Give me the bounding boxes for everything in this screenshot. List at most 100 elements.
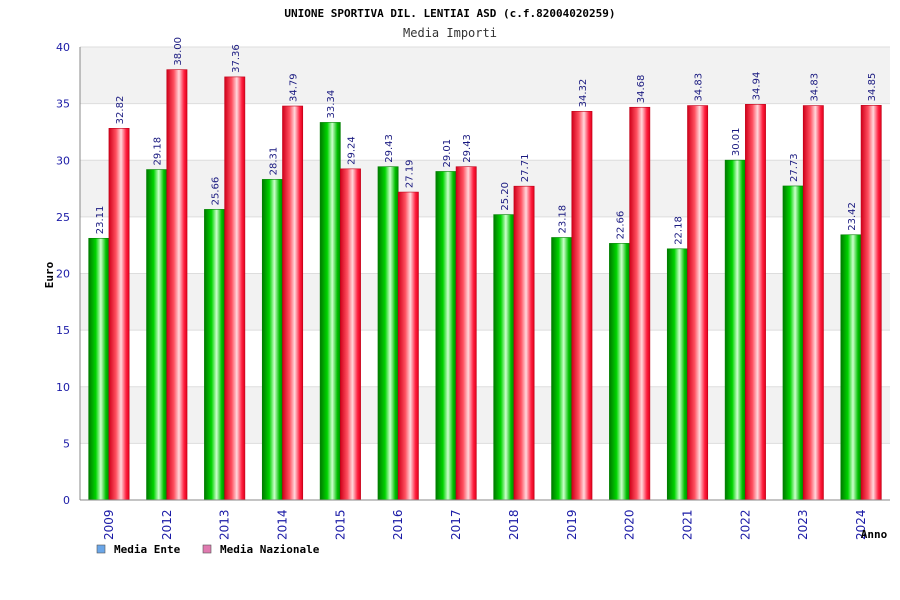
plot-band [80,273,890,331]
bar-media-ente [782,185,804,501]
bar-media-ente [609,243,630,501]
y-tick-label: 40 [56,41,70,54]
bar-media-nazionale [397,191,419,501]
data-label: 28.31 [268,147,279,176]
x-axis-label: Anno [861,528,888,541]
bar-media-ente [377,166,399,501]
data-label: 34.79 [289,73,300,102]
legend-label-media-nazionale: Media Nazionale [220,543,320,556]
y-tick-label: 0 [63,494,70,507]
data-label: 29.01 [442,139,453,168]
x-tick-label: 2021 [681,509,695,540]
bar-media-nazionale [802,105,824,501]
plot-band [80,47,890,104]
data-label: 33.34 [326,90,337,119]
data-label: 23.18 [558,205,569,234]
data-label: 29.43 [462,134,473,163]
bar-media-ente [724,159,746,501]
data-label: 23.42 [847,202,858,231]
y-tick-label: 10 [56,381,70,394]
plot-band [80,103,890,161]
data-label: 27.71 [520,154,531,183]
data-label: 38.00 [173,37,184,66]
data-label: 27.73 [789,153,800,182]
y-axis-ticks: 0 5 10 15 20 25 30 35 40 [56,41,70,507]
y-tick-label: 35 [56,98,70,111]
y-tick-label: 5 [63,437,70,450]
bar-media-ente [435,171,457,501]
x-tick-label: 2016 [391,509,405,540]
bar-media-ente [666,248,688,501]
data-label: 22.66 [616,211,627,240]
data-label: 30.01 [731,127,742,156]
plot-band [80,216,890,274]
bar-media-nazionale [455,166,477,501]
data-label: 25.66 [211,177,222,206]
bar-media-nazionale [860,105,882,501]
x-tick-label: 2024 [854,509,868,540]
y-tick-label: 15 [56,324,70,337]
bar-media-ente [261,179,283,501]
data-label: 29.43 [384,134,395,163]
bar-media-ente [493,214,515,501]
y-tick-label: 20 [56,268,70,281]
data-label: 34.83 [694,73,705,102]
bar-media-nazionale [571,111,593,501]
bar-media-nazionale [166,69,188,501]
legend-label-media-ente: Media Ente [114,543,181,556]
data-label: 34.32 [578,79,589,108]
bar-media-ente [551,237,573,501]
data-label: 29.18 [153,137,164,166]
bar-media-nazionale [282,105,304,501]
data-label: 34.85 [867,73,878,102]
data-labels: 23.11 32.82 29.18 38.00 25.66 37.36 28.31 34.79… [95,37,878,245]
x-tick-label: 2022 [738,509,752,540]
plot-band [80,160,890,217]
legend-swatch-media-nazionale [202,544,212,554]
y-tick-label: 30 [56,154,70,167]
bar-media-nazionale [687,105,709,501]
y-axis-label: Euro [43,261,56,288]
bar-media-nazionale [745,104,766,501]
x-tick-label: 2014 [276,509,290,540]
data-label: 25.20 [500,182,511,211]
bar-media-nazionale [340,168,361,501]
x-tick-label: 2012 [160,509,174,540]
plot-band [80,330,890,387]
legend-swatch-media-ente [96,544,106,554]
data-label: 32.82 [115,96,126,125]
x-tick-label: 2015 [333,509,347,540]
bar-media-ente [88,237,110,501]
chart-title: UNIONE SPORTIVA DIL. LENTIAI ASD (c.f.82… [284,7,615,20]
data-label: 34.94 [751,72,762,101]
data-label: 27.19 [404,159,415,188]
data-label: 37.36 [231,44,242,73]
legend: Media Ente Media Nazionale [96,543,320,556]
data-label: 34.83 [809,73,820,102]
x-tick-label: 2023 [796,509,810,540]
x-tick-label: 2017 [449,509,463,540]
x-axis-ticks: 2009 2012 2013 2014 2015 2016 2017 2018 2019 2020… [102,509,868,540]
bar-media-ente [840,234,862,501]
bar-media-ente [146,169,168,501]
bar-media-nazionale [629,106,651,501]
x-tick-label: 2020 [623,509,637,540]
bar-media-nazionale [108,128,130,501]
data-label: 22.18 [673,216,684,245]
bar-media-ente [204,209,225,501]
plot-band [80,386,890,444]
data-label: 29.24 [346,136,357,165]
x-tick-label: 2019 [565,509,579,540]
y-tick-label: 25 [56,211,70,224]
data-label: 34.68 [636,75,647,104]
plot-band [80,443,890,500]
bar-media-ente [319,122,341,501]
chart-subtitle: Media Importi [403,26,497,40]
x-tick-label: 2018 [507,509,521,540]
bars [88,69,882,501]
data-label: 23.11 [95,206,106,235]
bar-media-nazionale [224,76,246,501]
x-tick-label: 2009 [102,509,116,540]
x-tick-label: 2013 [218,509,232,540]
